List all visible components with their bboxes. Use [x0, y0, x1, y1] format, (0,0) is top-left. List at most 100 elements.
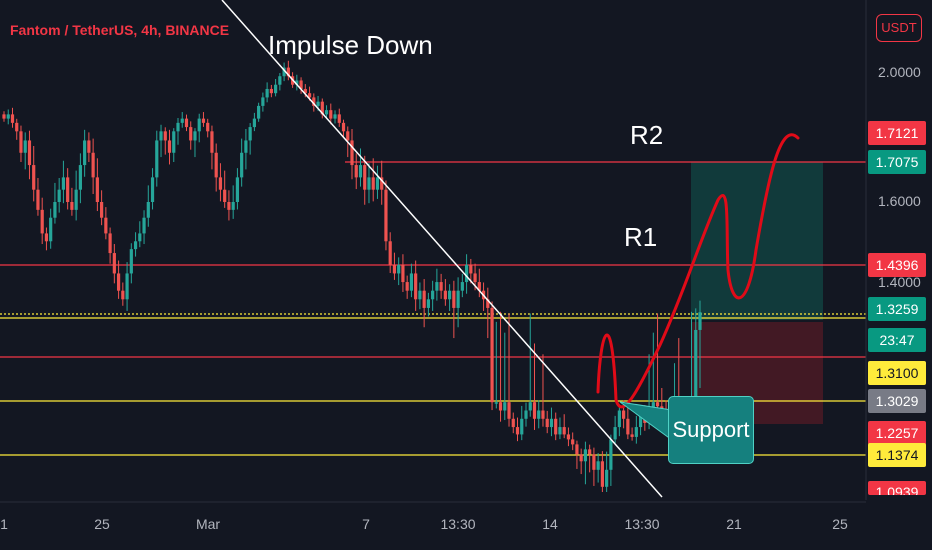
candle	[371, 177, 375, 190]
candle	[252, 118, 256, 128]
candle	[409, 273, 414, 291]
candle	[231, 202, 235, 210]
candle	[307, 93, 312, 98]
candle	[100, 202, 104, 218]
candle	[15, 122, 19, 132]
candle	[125, 273, 129, 300]
price-tag-1.1374: 1.1374	[868, 443, 926, 467]
candle	[257, 105, 261, 119]
time-tick: 14	[542, 516, 558, 532]
candle	[503, 402, 507, 411]
candle	[655, 402, 660, 407]
candle	[206, 122, 210, 132]
candle	[172, 131, 176, 153]
candle	[53, 202, 57, 218]
projection-path	[596, 133, 800, 409]
r2-label: R2	[630, 120, 664, 150]
candle	[626, 418, 630, 435]
candle	[312, 97, 316, 106]
candle	[541, 410, 545, 419]
time-tick: 7	[362, 516, 370, 532]
candle	[397, 264, 401, 274]
candle	[460, 282, 464, 291]
candle	[375, 177, 380, 190]
candle	[528, 402, 532, 411]
candle	[240, 152, 244, 178]
candle	[83, 140, 87, 166]
candle	[622, 410, 626, 419]
candle	[452, 290, 456, 308]
candle	[448, 290, 452, 300]
candle	[129, 249, 133, 274]
candle	[600, 461, 604, 487]
candle	[350, 140, 354, 166]
time-tick: 21	[726, 516, 742, 532]
candle	[227, 202, 231, 210]
candle	[6, 114, 10, 119]
candle	[354, 165, 358, 178]
impulse-down-label: Impulse Down	[268, 30, 433, 60]
candle	[261, 97, 265, 106]
price-tag-1.3259: 1.3259	[868, 297, 926, 321]
candle	[486, 299, 490, 308]
time-tick: Mar	[195, 516, 221, 532]
candle	[511, 418, 515, 428]
candle	[613, 427, 617, 440]
candle	[583, 449, 588, 462]
price-tick-1.4000: 1.4000	[878, 274, 921, 290]
candle	[473, 273, 477, 283]
candle	[324, 110, 329, 115]
candle	[346, 131, 350, 141]
candle	[401, 264, 405, 283]
candle	[282, 67, 286, 77]
candle	[494, 402, 498, 404]
candle	[57, 189, 61, 202]
candle	[146, 202, 150, 218]
candle	[87, 140, 91, 153]
candle	[91, 152, 95, 178]
candle	[244, 140, 248, 153]
candle	[443, 290, 447, 300]
candle	[176, 122, 180, 132]
candle	[571, 439, 575, 445]
candle	[651, 402, 655, 411]
candle	[142, 217, 146, 234]
candle	[214, 152, 218, 178]
candle	[367, 177, 371, 190]
candle	[2, 114, 6, 119]
candle	[545, 418, 549, 428]
candle	[490, 307, 494, 403]
candle	[380, 177, 384, 190]
candle	[235, 177, 240, 202]
candle	[333, 114, 337, 119]
candle	[32, 165, 36, 190]
price-tag-1.3029: 1.3029	[868, 389, 926, 413]
countdown-tag: 23:47	[868, 328, 926, 352]
candle	[566, 434, 571, 440]
candle	[562, 427, 566, 435]
candle	[303, 88, 307, 94]
candle	[218, 177, 223, 190]
candle	[456, 290, 460, 308]
candle	[418, 290, 422, 300]
candle	[274, 84, 278, 94]
candle	[116, 273, 121, 291]
candle	[388, 241, 392, 265]
candle	[426, 299, 430, 308]
candle	[40, 209, 44, 234]
candle	[95, 177, 99, 202]
candle	[27, 140, 32, 166]
candle	[295, 80, 299, 85]
candle	[133, 241, 138, 250]
candle	[507, 402, 511, 419]
candle	[269, 88, 273, 94]
candle	[363, 165, 367, 190]
currency-button[interactable]: USDT	[876, 14, 922, 42]
candle	[392, 264, 397, 274]
candle	[609, 439, 613, 470]
support-callout: Support	[668, 396, 754, 464]
candle	[698, 312, 702, 330]
candle	[19, 131, 23, 153]
